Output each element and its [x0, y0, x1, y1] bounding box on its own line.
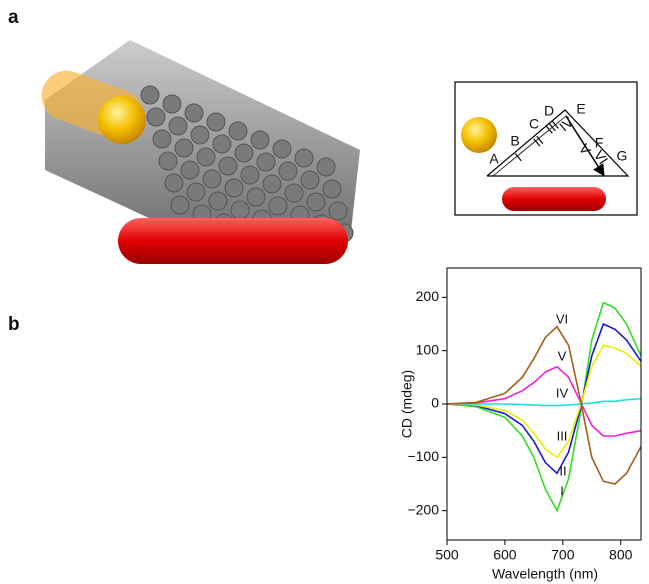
curve-label: III [557, 428, 568, 443]
y-tick-label: 0 [431, 395, 439, 411]
curve-label: IV [556, 385, 569, 400]
y-axis-label: CD (mdeg) [399, 370, 415, 438]
origami-illustration [35, 40, 360, 264]
figure: IIIIIIIVVVI a b ABCDEFGIIIIIIIVVVI −200−… [0, 0, 649, 584]
x-tick-label: 500 [435, 547, 459, 563]
y-tick-label: 100 [416, 341, 440, 357]
x-tick-label: 700 [551, 547, 575, 563]
panel-label: b [8, 314, 20, 335]
cd-curve [447, 303, 641, 511]
y-tick-label: 200 [416, 288, 440, 304]
x-tick-label: 800 [609, 547, 633, 563]
y-tick-label: −200 [407, 501, 439, 517]
segment-label: C [529, 116, 539, 132]
x-axis-label: Wavelength (nm) [492, 566, 598, 582]
curve-label: I [560, 483, 564, 498]
panel-label: a [8, 7, 19, 28]
segment-label: D [544, 103, 554, 119]
curve-label: VI [556, 311, 568, 326]
segment-label: A [489, 151, 499, 167]
segment-label: E [576, 101, 585, 117]
curve-label: II [559, 463, 566, 478]
cd-curve [447, 324, 641, 473]
x-tick-label: 600 [493, 547, 517, 563]
y-tick-label: −100 [407, 448, 439, 464]
curve-label: V [558, 348, 567, 363]
segment-label: G [617, 148, 628, 164]
segment-label: B [510, 133, 519, 149]
